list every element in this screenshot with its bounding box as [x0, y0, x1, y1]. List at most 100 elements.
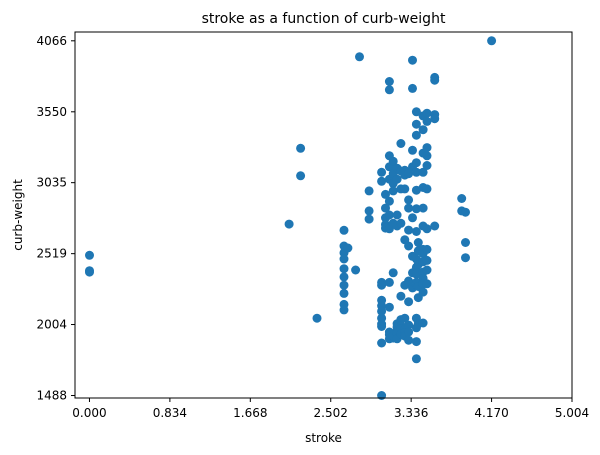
y-tick-label: 1488: [36, 389, 67, 403]
data-point: [388, 186, 398, 196]
data-point: [418, 318, 428, 328]
data-point: [377, 322, 387, 331]
data-point: [487, 36, 497, 46]
data-point: [364, 214, 374, 224]
data-point: [408, 213, 417, 223]
data-point: [377, 306, 387, 316]
data-point: [418, 167, 428, 177]
data-point: [404, 276, 414, 286]
data-point: [85, 266, 94, 276]
data-point: [384, 77, 394, 86]
x-tick-label: 0.000: [72, 406, 106, 420]
data-point: [404, 169, 414, 179]
data-point: [396, 218, 406, 228]
data-point: [377, 167, 387, 177]
data-point: [381, 203, 390, 213]
data-point: [377, 338, 387, 348]
data-point: [396, 139, 406, 148]
data-point: [408, 55, 417, 65]
y-tick-label: 2004: [36, 318, 67, 332]
data-point: [411, 158, 421, 168]
data-point: [430, 75, 440, 85]
data-point: [355, 52, 364, 62]
data-point: [422, 151, 432, 161]
data-point: [339, 264, 349, 274]
data-point: [364, 186, 374, 196]
x-tick-label: 3.336: [394, 406, 428, 420]
data-point: [413, 238, 423, 247]
data-point: [384, 277, 394, 287]
plot-frame: [74, 31, 573, 399]
data-point: [400, 313, 410, 323]
data-point: [377, 280, 387, 290]
data-point: [296, 143, 306, 153]
data-point: [400, 184, 410, 194]
data-point: [422, 116, 432, 126]
data-point: [411, 204, 421, 214]
data-point: [339, 225, 349, 235]
data-point: [422, 108, 432, 118]
chart-title: stroke as a function of curb-weight: [202, 11, 446, 27]
data-point: [339, 305, 349, 315]
data-point: [388, 156, 398, 166]
x-tick-label: 1.668: [233, 406, 267, 420]
data-point: [411, 337, 421, 347]
data-point: [418, 287, 428, 297]
data-point: [422, 265, 432, 275]
data-point: [343, 243, 353, 253]
data-point: [351, 265, 361, 275]
data-point: [418, 203, 428, 213]
y-axis-label: curb-weight: [11, 179, 25, 251]
data-point: [384, 210, 394, 220]
data-point: [422, 224, 432, 234]
data-point: [296, 171, 306, 181]
data-point: [418, 125, 428, 135]
data-point: [422, 279, 432, 289]
y-tick-label: 3035: [36, 176, 67, 190]
data-point: [411, 130, 421, 140]
data-point: [461, 253, 470, 263]
data-point: [392, 210, 402, 220]
data-point: [404, 320, 414, 330]
data-point: [422, 161, 432, 170]
data-point: [461, 238, 470, 247]
data-point: [364, 206, 374, 216]
data-point: [404, 225, 414, 235]
data-point: [408, 145, 417, 155]
y-tick-label: 4066: [36, 34, 67, 48]
data-point: [339, 288, 349, 298]
data-point: [422, 255, 432, 265]
data-point: [377, 391, 387, 400]
data-point: [411, 354, 421, 364]
data-point: [384, 85, 394, 95]
x-tick-label: 2.502: [314, 406, 348, 420]
x-tick-label: 5.004: [555, 406, 589, 420]
data-point: [284, 219, 294, 229]
data-point: [384, 302, 394, 312]
data-point: [404, 327, 414, 337]
data-point: [404, 335, 414, 345]
data-point: [85, 250, 94, 260]
y-axis: 1488 2004 2519 3035 3550 4066: [36, 34, 75, 403]
data-point: [392, 174, 402, 184]
y-tick-label: 2519: [36, 247, 67, 261]
data-point: [388, 268, 398, 278]
data-point: [377, 176, 387, 186]
data-point: [404, 203, 414, 213]
data-point: [404, 241, 414, 251]
data-point: [422, 143, 432, 153]
data-points: [85, 36, 497, 400]
data-point: [404, 195, 414, 205]
data-point: [339, 280, 349, 290]
data-point: [422, 244, 432, 254]
data-point: [396, 291, 406, 301]
data-point: [457, 194, 467, 203]
data-point: [312, 313, 322, 323]
data-point: [381, 189, 390, 199]
x-tick-label: 4.170: [474, 406, 508, 420]
y-tick-label: 3550: [36, 105, 67, 119]
x-axis-label: stroke: [305, 431, 342, 445]
data-point: [404, 297, 414, 307]
